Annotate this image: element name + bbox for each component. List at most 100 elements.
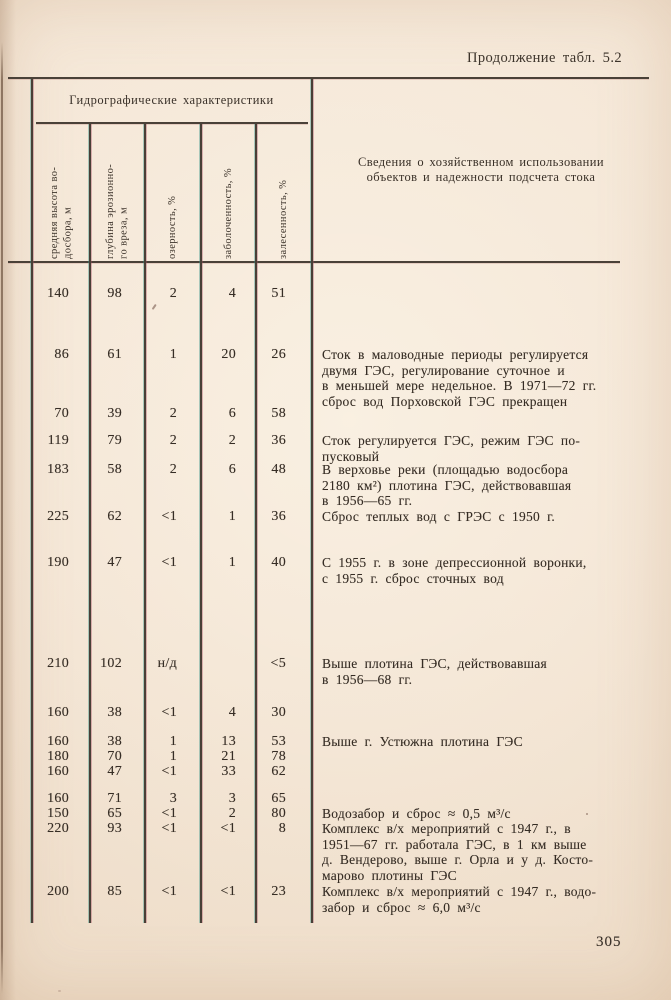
comment-cell: Выше г. Устюжна плотина ГЭС [322, 734, 523, 749]
cell-forest-pct: 26 [271, 347, 286, 362]
table-row: 119 79 2 2 36 Сток регулируется ГЭС, режим ГЭ… [0, 433, 671, 464]
cell-avg-basin-height: 119 [47, 433, 69, 448]
table-row: 160 38 <1 4 30 [0, 705, 671, 721]
cell-lake-pct: 3 [169, 791, 177, 806]
cell-erosion-depth: 38 [107, 734, 122, 749]
cell-avg-basin-height: 225 [47, 509, 69, 524]
column-header-forest-pct: залесенность, % [257, 127, 310, 259]
cell-erosion-depth: 102 [100, 656, 122, 671]
cell-avg-basin-height: 160 [47, 791, 69, 806]
comment-cell: Сток регулируется ГЭС, режим ГЭС по- пус… [322, 433, 581, 464]
cell-forest-pct: 36 [271, 509, 286, 524]
cell-swamp-pct: 2 [228, 433, 236, 448]
cell-erosion-depth: 38 [107, 705, 122, 720]
cell-lake-pct: 1 [169, 734, 177, 749]
cell-lake-pct: 1 [169, 749, 177, 764]
table-row: 190 47 <1 1 40 С 1955 г. в зоне депрессионной… [0, 555, 671, 586]
cell-erosion-depth: 71 [107, 791, 122, 806]
comment-cell: Водозабор и сброс ≈ 0,5 м³/с [322, 806, 511, 821]
cell-swamp-pct: 1 [228, 509, 236, 524]
cell-lake-pct: <1 [161, 821, 177, 836]
table-top-rule [8, 77, 649, 79]
cell-forest-pct: <5 [270, 656, 286, 671]
scan-speck [586, 813, 588, 815]
table-row: 180 70 1 21 78 [0, 749, 671, 765]
cell-swamp-pct: 6 [228, 406, 236, 421]
table-row: 225 62 <1 1 36 Сброс теплых вод с ГРЭС с 1950… [0, 509, 671, 525]
cell-avg-basin-height: 140 [47, 286, 69, 301]
table-row: 86 61 1 20 26 Сток в маловодные периоды регул… [0, 347, 671, 409]
cell-forest-pct: 58 [271, 406, 286, 421]
group-header: Гидрографические характеристики [69, 93, 274, 107]
table-row: 160 47 <1 33 62 [0, 764, 671, 780]
cell-swamp-pct: 2 [228, 806, 236, 821]
comment-cell: Сток в маловодные периоды регулируется д… [322, 347, 597, 409]
cell-forest-pct: 78 [271, 749, 286, 764]
cell-erosion-depth: 79 [107, 433, 122, 448]
cell-avg-basin-height: 160 [47, 734, 69, 749]
table-row: 140 98 2 4 51 [0, 286, 671, 302]
cell-swamp-pct: 13 [221, 734, 236, 749]
cell-swamp-pct: 4 [228, 705, 236, 720]
cell-lake-pct: <1 [161, 509, 177, 524]
column-separator-2 [144, 124, 146, 923]
cell-erosion-depth: 85 [107, 884, 122, 899]
group-header-underline [36, 122, 308, 124]
cell-forest-pct: 51 [271, 286, 286, 301]
cell-swamp-pct: 1 [228, 555, 236, 570]
scan-speck [58, 990, 61, 992]
cell-lake-pct: <1 [161, 884, 177, 899]
cell-forest-pct: 8 [278, 821, 286, 836]
cell-swamp-pct: 6 [228, 462, 236, 477]
cell-avg-basin-height: 86 [54, 347, 69, 362]
comment-cell: Выше плотина ГЭС, действовавшая в 1956—6… [322, 656, 547, 687]
cell-avg-basin-height: 150 [47, 806, 69, 821]
comment-cell: С 1955 г. в зоне депрессионной воронки, … [322, 555, 587, 586]
column-header-erosion-depth: глубина эрозионно- го вреза, м [91, 127, 144, 259]
cell-lake-pct: н/д [157, 656, 177, 671]
cell-forest-pct: 30 [271, 705, 286, 720]
cell-avg-basin-height: 180 [47, 749, 69, 764]
table-header-bottom-rule [8, 261, 620, 263]
table-row: 160 38 1 13 53 Выше г. Устюжна плотина ГЭС [0, 734, 671, 750]
cell-avg-basin-height: 210 [47, 656, 69, 671]
cell-avg-basin-height: 160 [47, 705, 69, 720]
cell-lake-pct: 2 [169, 406, 177, 421]
binding-shadow [0, 0, 16, 1000]
comment-cell: В верховье реки (площадью водосбора 2180… [322, 462, 572, 509]
cell-lake-pct: <1 [161, 806, 177, 821]
cell-erosion-depth: 39 [107, 406, 122, 421]
cell-forest-pct: 48 [271, 462, 286, 477]
cell-lake-pct: <1 [161, 555, 177, 570]
cell-erosion-depth: 70 [107, 749, 122, 764]
column-separator-3 [200, 124, 202, 923]
cell-lake-pct: <1 [161, 705, 177, 720]
column-separator-4 [255, 124, 257, 923]
cell-swamp-pct: 3 [228, 791, 236, 806]
cell-swamp-pct: 33 [221, 764, 236, 779]
cell-forest-pct: 40 [271, 555, 286, 570]
table-row: 70 39 2 6 58 [0, 406, 671, 422]
cell-erosion-depth: 93 [107, 821, 122, 836]
cell-erosion-depth: 65 [107, 806, 122, 821]
cell-forest-pct: 65 [271, 791, 286, 806]
cell-lake-pct: <1 [161, 764, 177, 779]
table-row: 200 85 <1 <1 23 Комплекс в/х мероприятий с 19… [0, 884, 671, 915]
cell-swamp-pct: <1 [220, 821, 236, 836]
column-header-lake-pct: озерность, % [146, 127, 200, 259]
column-header-label: залесенность, % [277, 179, 289, 259]
cell-lake-pct: 2 [169, 433, 177, 448]
cell-avg-basin-height: 70 [54, 406, 69, 421]
table-left-border [31, 79, 33, 923]
comment-cell: Сброс теплых вод с ГРЭС с 1950 г. [322, 509, 556, 524]
comment-cell: Комплекс в/х мероприятий с 1947 г., в 19… [322, 821, 594, 883]
cell-forest-pct: 62 [271, 764, 286, 779]
cell-avg-basin-height: 190 [47, 555, 69, 570]
table-row: 220 93 <1 <1 8 Комплекс в/х мероприятий с 194… [0, 821, 671, 883]
cell-erosion-depth: 58 [107, 462, 122, 477]
cell-erosion-depth: 98 [107, 286, 122, 301]
cell-lake-pct: 2 [169, 286, 177, 301]
column-header-label: средняя высота во- досбора, м [48, 166, 74, 259]
comment-cell: Комплекс в/х мероприятий с 1947 г., водо… [322, 884, 597, 915]
cell-forest-pct: 23 [271, 884, 286, 899]
